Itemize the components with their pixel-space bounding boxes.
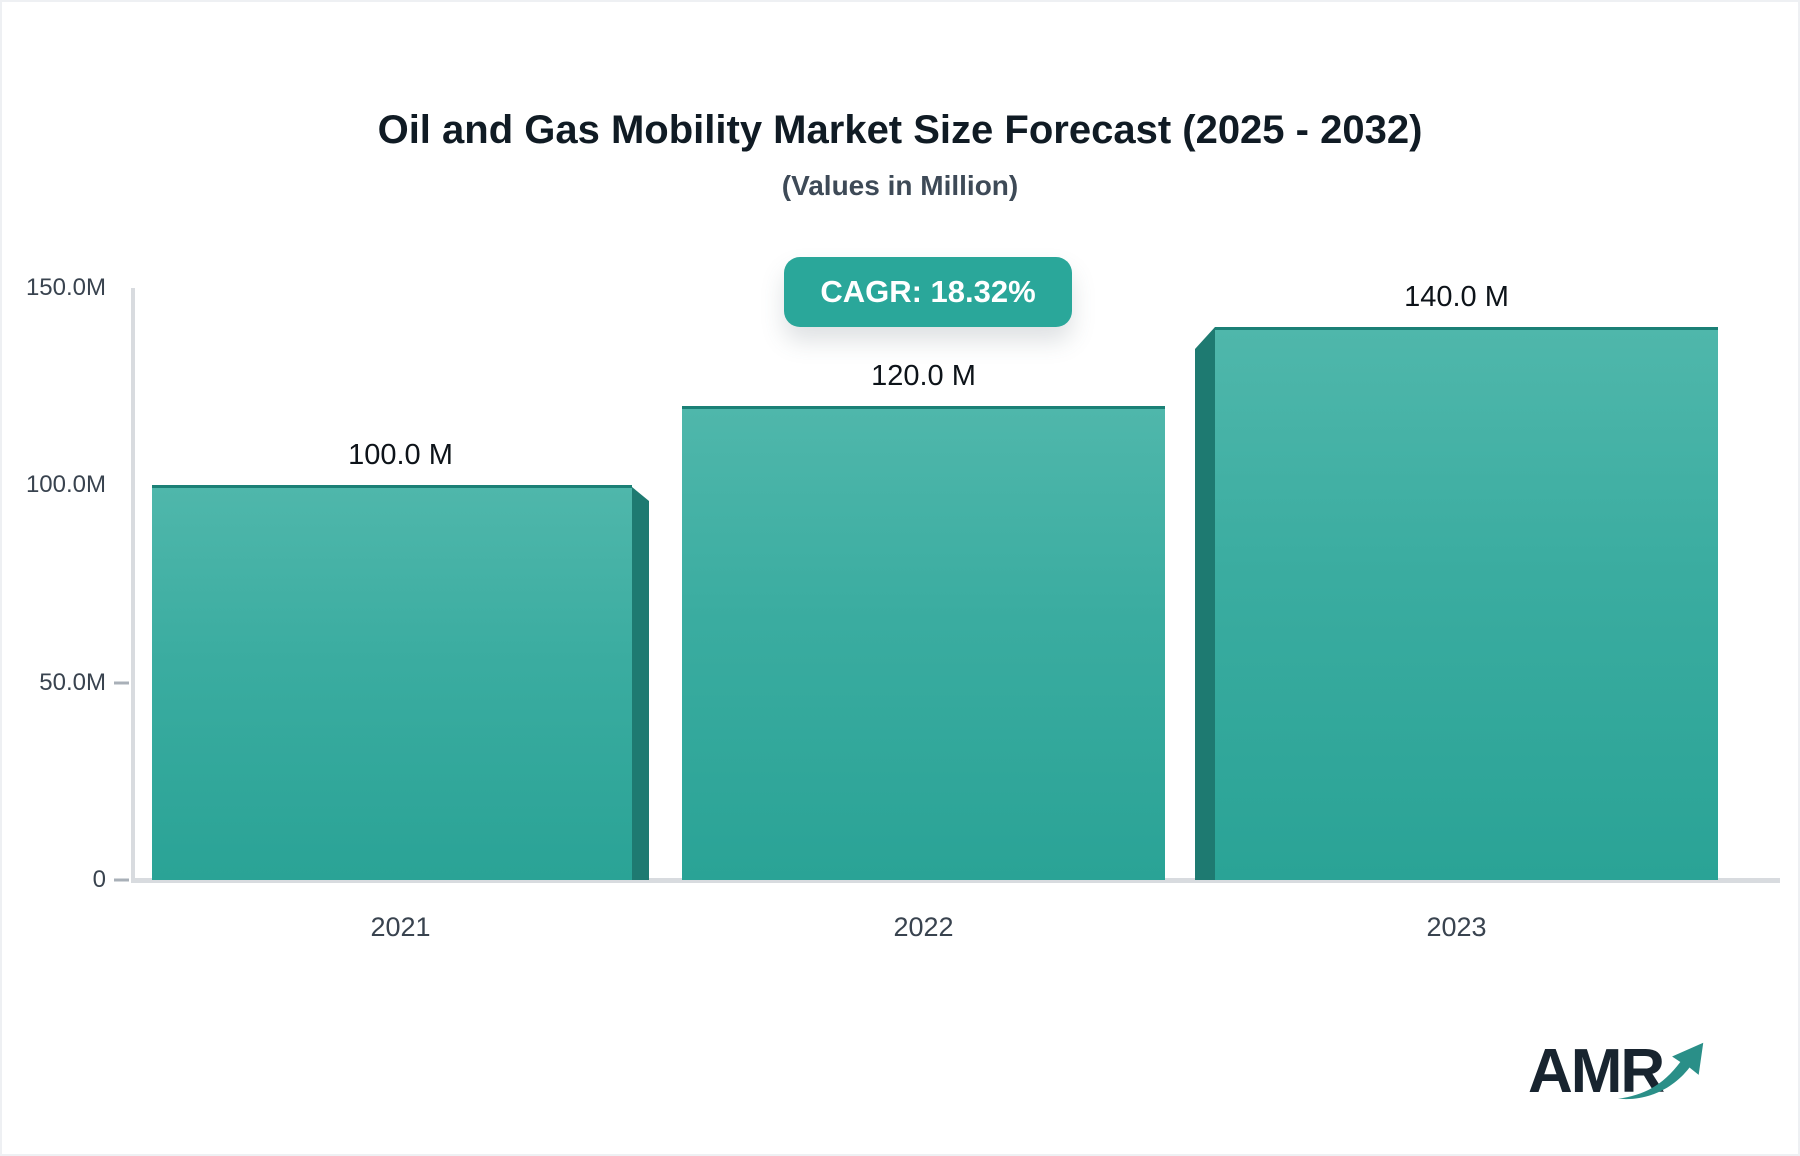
x-axis-label-2021: 2021 [370,912,431,942]
bar-value-label: 100.0 M [348,439,453,471]
bar-3d-side [1195,327,1215,880]
y-tick-label-0: 0 [92,866,106,893]
bar-face [152,485,632,880]
bar-face [682,406,1165,880]
chart-title: Oil and Gas Mobility Market Size Forecas… [377,108,1423,152]
cagr-badge: CAGR: 18.32% [784,257,1072,327]
y-tick-dash [114,681,129,685]
y-tick-label-150.0M: 150.0M [25,274,106,301]
x-axis-label-2022: 2022 [893,912,954,942]
chart-subtitle: (Values in Million) [781,170,1019,201]
growth-arrow-icon [1618,1042,1704,1100]
bar-2022: 120.0 M [682,360,1165,880]
x-axis-line [131,878,1780,883]
cagr-badge-label: CAGR: 18.32% [820,274,1036,309]
y-axis-line [131,288,135,883]
bar-value-label: 140.0 M [1404,281,1509,313]
x-axis-label-2023: 2023 [1426,912,1487,942]
bar-2021: 100.0 M [152,439,649,880]
bar-face [1215,327,1718,880]
bar-3d-side [632,487,649,880]
y-tick-label-50.0M: 50.0M [39,669,106,696]
y-tick-dash [114,878,129,882]
bar-2023: 140.0 M [1195,281,1718,880]
y-tick-label-100.0M: 100.0M [25,471,106,498]
bar-value-label: 120.0 M [871,360,976,392]
amr-logo: AMR [1528,1024,1768,1134]
